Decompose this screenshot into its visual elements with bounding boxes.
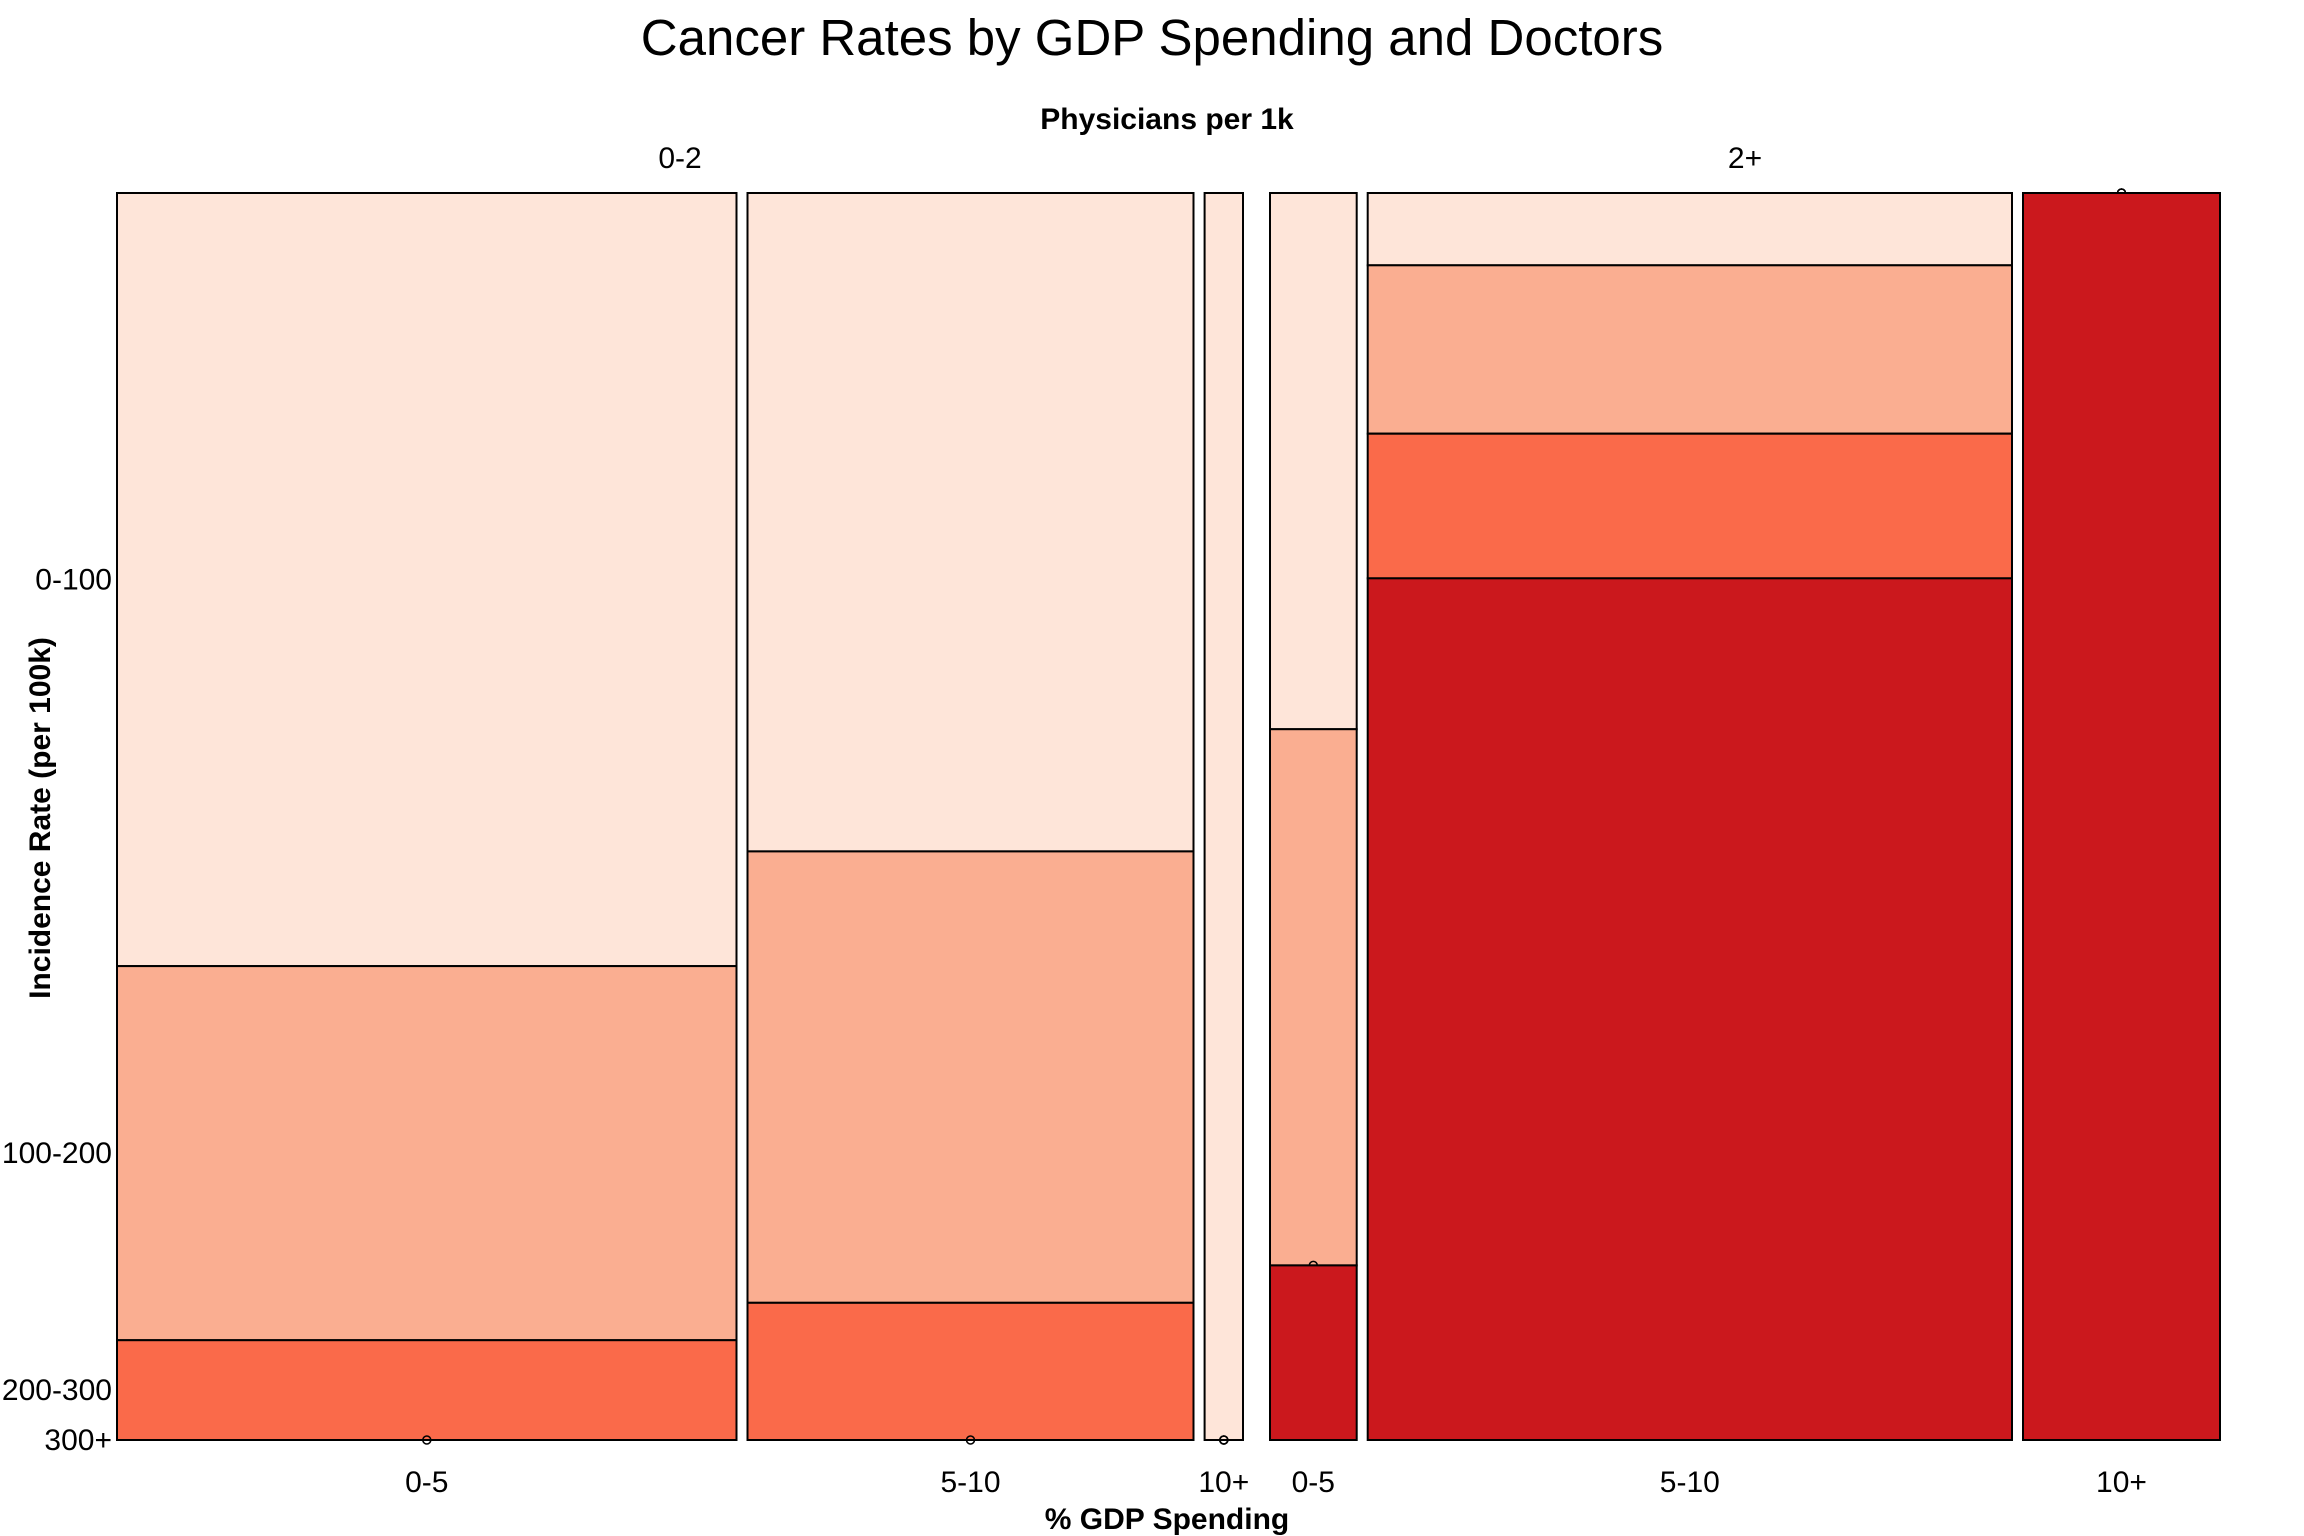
x-tick-label: 0-5: [1292, 1466, 1335, 1499]
y-level-label: 300+: [44, 1424, 112, 1457]
y-axis-title: Incidence Rate (per 100k): [24, 637, 57, 999]
top-axis-title: Physicians per 1k: [1040, 103, 1294, 136]
tile-2+-5-10-0-100: [1366, 192, 2013, 267]
tile-0-2-5-10-200-300: [746, 1301, 1195, 1442]
y-level-label: 100-200: [2, 1137, 112, 1170]
group-label: 2+: [1728, 142, 1762, 175]
tile-0-2-5-10-100-200: [746, 850, 1195, 1304]
tile-2+-0-5-300+: [1269, 1264, 1358, 1442]
tile-2+-10+-300+: [2022, 192, 2221, 1441]
x-tick-label: 5-10: [1660, 1466, 1720, 1499]
tile-0-2-5-10-0-100: [746, 192, 1195, 853]
empty-cell-marker: [965, 1435, 976, 1445]
empty-cell-marker: [1219, 1435, 1229, 1445]
x-axis-title: % GDP Spending: [1045, 1503, 1289, 1536]
tile-2+-0-5-100-200: [1269, 728, 1358, 1267]
group-label: 0-2: [658, 142, 701, 175]
y-level-label: 0-100: [35, 564, 112, 597]
tile-2+-5-10-200-300: [1366, 432, 2013, 580]
x-tick-label: 0-5: [405, 1466, 448, 1499]
tile-2+-5-10-100-200: [1366, 264, 2013, 435]
tile-2+-5-10-300+: [1366, 577, 2013, 1441]
tile-0-2-0-5-0-100: [116, 192, 738, 968]
tile-0-2-0-5-200-300: [116, 1339, 738, 1441]
tile-0-2-10+-0-100: [1203, 192, 1244, 1441]
x-tick-label: 5-10: [940, 1466, 1000, 1499]
mosaic-tiles: [116, 188, 2221, 1445]
x-tick-label: 10+: [2096, 1466, 2147, 1499]
tile-0-2-0-5-100-200: [116, 965, 738, 1342]
y-level-label: 200-300: [2, 1374, 112, 1407]
tile-2+-0-5-0-100: [1269, 192, 1358, 731]
x-tick-label: 10+: [1198, 1466, 1249, 1499]
chart-title: Cancer Rates by GDP Spending and Doctors: [641, 9, 1663, 66]
tick-labels: 0-5 5-10 10+ 0-2 0-5 5-10 10+ 2+ 0-100 100-200 200…: [2, 142, 2147, 1499]
empty-cell-marker: [422, 1435, 432, 1445]
